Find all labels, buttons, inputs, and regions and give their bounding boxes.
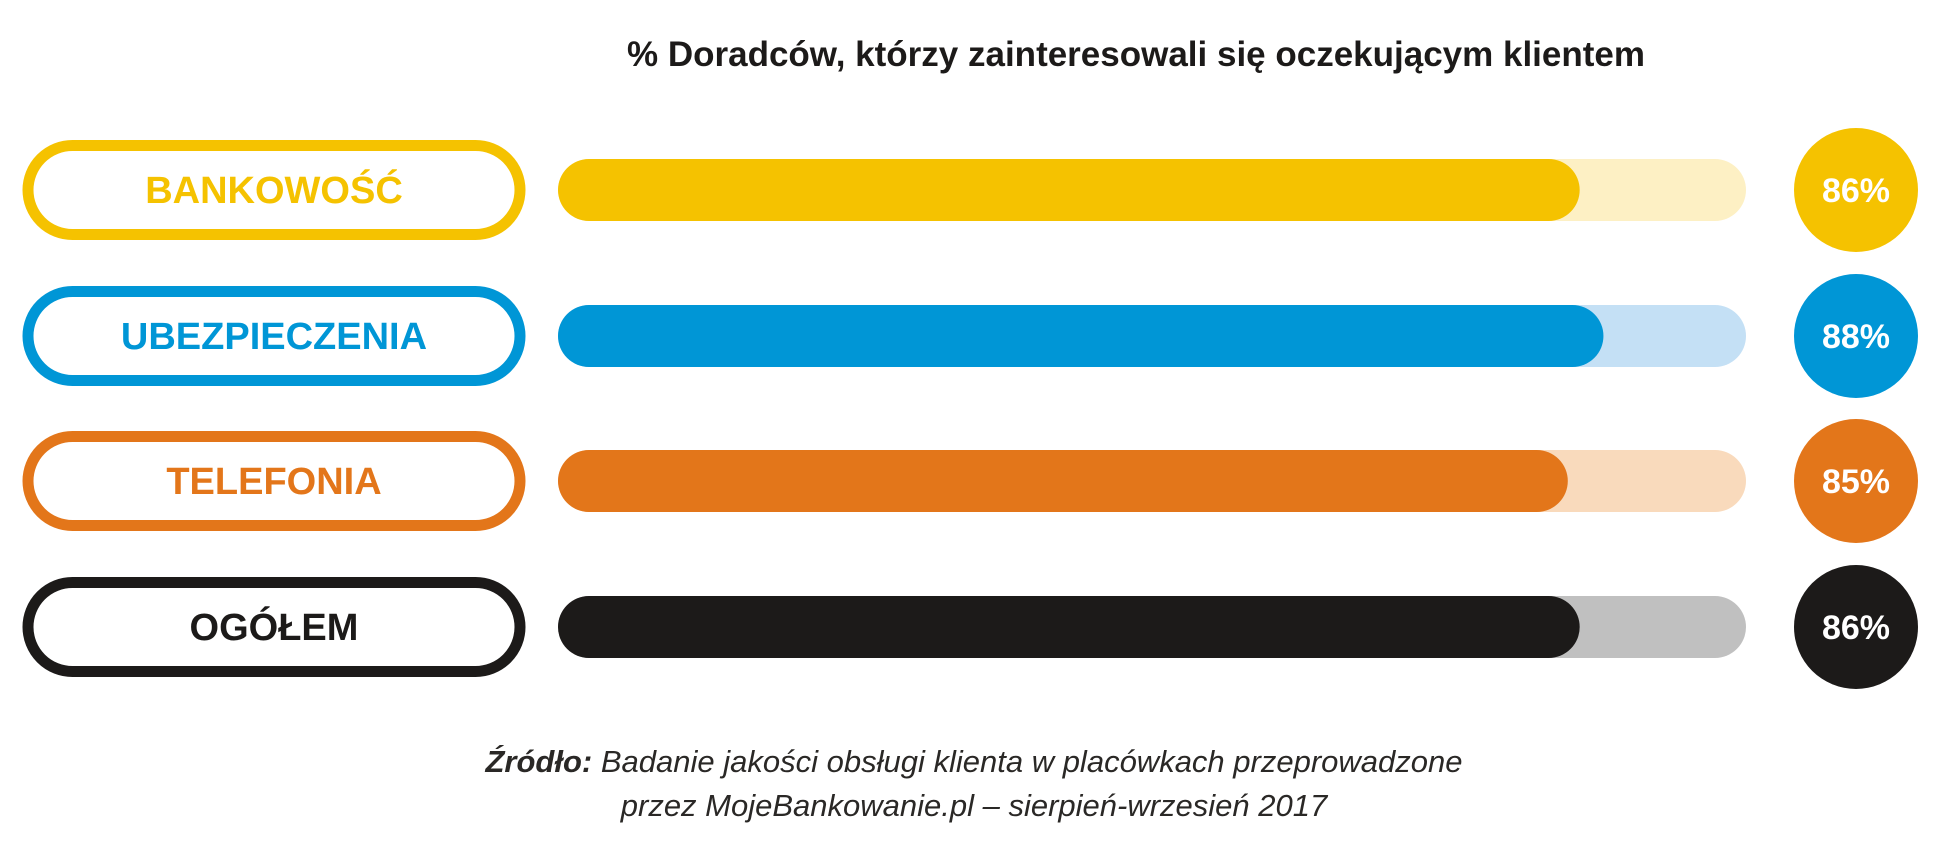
category-label: OGÓŁEM	[190, 605, 359, 649]
category-label: UBEZPIECZENIA	[121, 316, 427, 358]
source-line-1: Źródło: Badanie jakości obsługi klienta …	[0, 740, 1948, 784]
value-label: 86%	[1822, 609, 1890, 647]
category-label: TELEFONIA	[166, 461, 381, 503]
source-text-1: Badanie jakości obsługi klienta w placów…	[600, 744, 1463, 779]
value-badge	[1794, 565, 1918, 689]
category-pill-ogo-em	[22, 577, 526, 677]
source-label: Źródło:	[485, 744, 593, 779]
value-badge	[1794, 128, 1918, 252]
source-line-2: przez MojeBankowanie.pl – sierpień-wrzes…	[0, 784, 1948, 828]
bar-ubezpieczenia	[558, 305, 1604, 367]
chart-title: % Doradców, którzy zainteresowali się oc…	[627, 35, 1645, 74]
value-label: 85%	[1822, 463, 1890, 501]
category-pill-ubezpieczenia	[22, 286, 526, 386]
value-label: 88%	[1822, 318, 1890, 356]
source-text-2: przez MojeBankowanie.pl – sierpień-wrzes…	[620, 788, 1328, 823]
category-pill-bankowos-c-	[22, 140, 526, 240]
value-label: 86%	[1822, 172, 1890, 210]
category-pill-telefonia	[22, 431, 526, 531]
source-note: Źródło: Badanie jakości obsługi klienta …	[0, 740, 1948, 828]
bar-ogo-em	[558, 596, 1580, 658]
value-badge	[1794, 274, 1918, 398]
bar-bankowos-c-	[558, 159, 1580, 221]
category-label: BANKOWOŚĆ	[145, 168, 403, 212]
bar-rows: BANKOWOŚĆ 86% UBEZPIECZENIA 88% TELEFONIA 85%…	[22, 128, 1918, 689]
bar-telefonia	[558, 450, 1568, 512]
value-badge	[1794, 419, 1918, 543]
